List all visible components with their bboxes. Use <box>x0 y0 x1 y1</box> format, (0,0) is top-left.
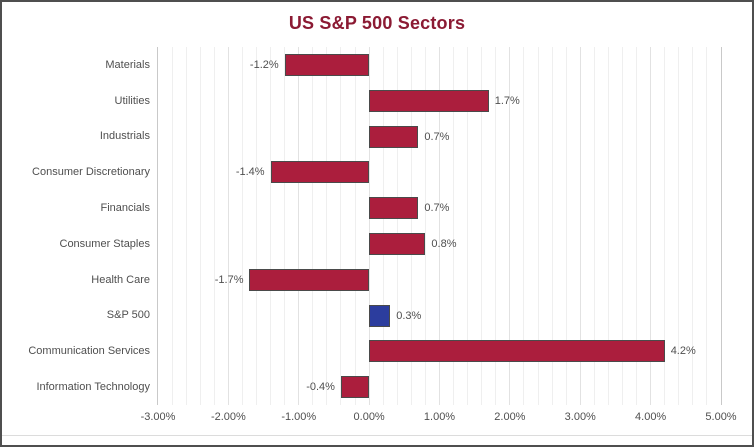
gridline <box>579 47 581 405</box>
value-label: 4.2% <box>670 345 696 358</box>
category-label: S&P 500 <box>106 309 150 322</box>
gridline <box>523 47 525 405</box>
value-label: -0.4% <box>306 381 335 394</box>
gridline <box>241 47 243 405</box>
gridline <box>565 47 567 405</box>
gridline <box>312 47 314 405</box>
gridline <box>692 47 694 405</box>
gridline <box>396 47 398 405</box>
x-tick-label: 1.00% <box>423 411 456 423</box>
category-label: Industrials <box>99 130 150 143</box>
gridline <box>621 47 623 405</box>
bar <box>369 89 489 112</box>
value-label: 0.8% <box>431 237 457 250</box>
value-label: -1.2% <box>249 58 279 71</box>
gridline <box>382 47 384 405</box>
gridline <box>185 47 187 405</box>
x-tick-label: -3.00% <box>140 411 176 423</box>
gridline <box>706 47 708 405</box>
x-tick-label: -1.00% <box>281 411 317 423</box>
category-label: Communication Services <box>28 345 150 358</box>
value-label: 1.7% <box>494 94 520 107</box>
gridline <box>678 47 680 405</box>
gridline <box>298 47 300 405</box>
gridline <box>256 47 258 405</box>
x-tick-label: 0.00% <box>353 411 385 423</box>
gridline <box>593 47 595 405</box>
chart-bottom-rule <box>2 435 752 436</box>
category-label: Consumer Discretionary <box>32 166 150 179</box>
gridline <box>439 47 440 405</box>
gridline <box>481 47 483 405</box>
gridline <box>410 47 412 405</box>
gridline <box>509 47 511 405</box>
category-label: Financials <box>100 202 150 215</box>
gridline <box>664 47 666 405</box>
x-axis-tick-labels: -3.00% -2.00% -1.00% 0.00% 1.00% 2.00% 3.00% 4.… <box>2 411 752 431</box>
bar <box>270 161 370 184</box>
value-label: -1.4% <box>235 166 265 179</box>
category-label: Utilities <box>114 94 150 107</box>
gridline <box>607 47 609 405</box>
bar <box>284 53 370 76</box>
value-label: 0.7% <box>424 202 450 215</box>
bar <box>249 268 370 291</box>
gridline <box>270 47 272 405</box>
value-label: 0.3% <box>396 309 422 322</box>
bar <box>369 304 391 327</box>
gridline <box>213 47 215 405</box>
bar <box>340 376 370 399</box>
gridline <box>537 47 539 405</box>
gridline <box>467 47 469 405</box>
bar <box>369 197 419 220</box>
x-tick-label: -2.00% <box>210 411 246 423</box>
gridline <box>354 47 356 405</box>
chart-title: US S&P 500 Sectors <box>288 13 466 33</box>
gridline <box>453 47 455 405</box>
bar <box>369 232 426 255</box>
gridline <box>551 47 553 405</box>
gridline <box>636 47 638 405</box>
x-tick-label: 5.00% <box>705 411 737 423</box>
gridline <box>368 47 370 405</box>
category-label: Materials <box>105 58 150 71</box>
category-label: Health Care <box>91 273 150 286</box>
plot-area: -1.2% 1.7% 0.7% -1.4% 0.7% 0.8% -1.7% 0.3% 4.2% -… <box>157 47 722 405</box>
gridline <box>495 47 497 405</box>
gridline <box>340 47 342 405</box>
gridline <box>171 47 173 405</box>
gridline <box>650 47 652 405</box>
bar <box>369 340 665 363</box>
x-tick-label: 2.00% <box>494 411 526 423</box>
x-tick-label: 3.00% <box>564 411 596 423</box>
value-label: -1.7% <box>214 273 244 286</box>
y-axis-category-labels: Materials Utilities Industrials Consumer Di… <box>8 47 150 405</box>
gridline <box>424 47 426 405</box>
gridline <box>227 47 229 405</box>
category-label: Consumer Staples <box>59 237 151 250</box>
gridline <box>284 47 286 405</box>
gridline <box>326 47 328 405</box>
value-label: 0.7% <box>424 130 450 143</box>
gridline <box>199 47 201 405</box>
bar <box>369 125 419 148</box>
category-label: Information Technology <box>36 381 150 394</box>
x-tick-label: 4.00% <box>635 411 667 423</box>
